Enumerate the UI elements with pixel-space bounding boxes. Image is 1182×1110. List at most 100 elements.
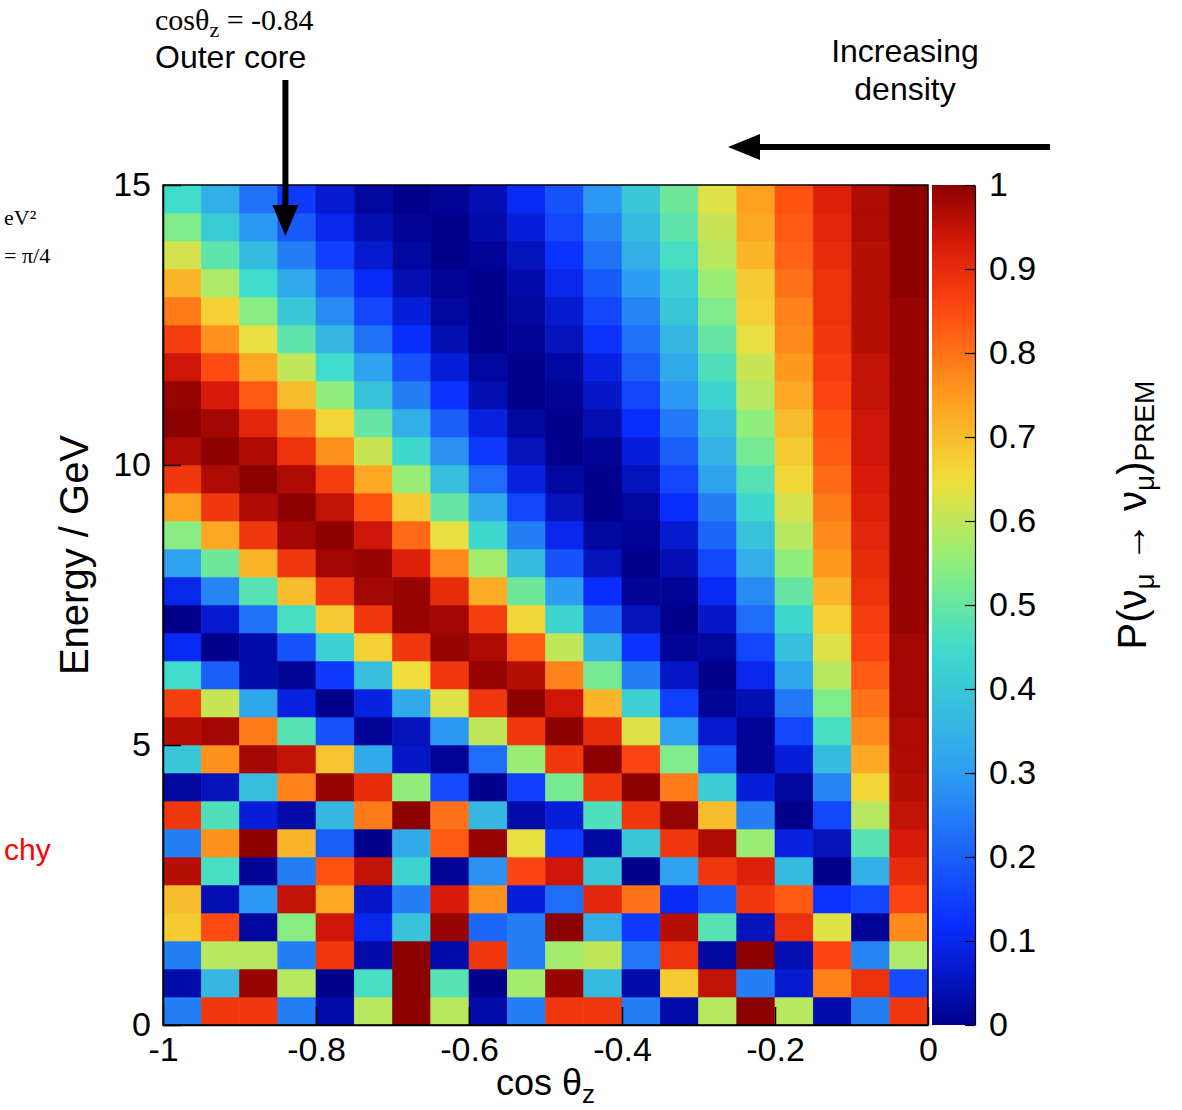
- text-part: ): [1110, 462, 1154, 475]
- heat-cell: [660, 745, 698, 773]
- heat-cell: [507, 213, 545, 241]
- heat-cell: [393, 997, 431, 1025]
- heat-cell: [660, 801, 698, 829]
- heat-cell: [775, 773, 813, 801]
- heat-cell: [699, 829, 737, 857]
- heat-cell: [890, 661, 928, 689]
- heat-cell: [469, 773, 507, 801]
- heat-cell: [507, 493, 545, 521]
- heat-cell: [852, 241, 890, 269]
- heat-cell: [737, 269, 775, 297]
- heat-cell: [278, 381, 316, 409]
- heat-cell: [201, 941, 239, 969]
- heat-cell: [622, 633, 660, 661]
- heat-cell: [393, 829, 431, 857]
- heat-cell: [431, 717, 469, 745]
- heat-cell: [775, 213, 813, 241]
- heat-cell: [507, 325, 545, 353]
- heat-cell: [737, 437, 775, 465]
- heat-cell: [660, 213, 698, 241]
- heat-cell: [278, 745, 316, 773]
- heat-cell: [584, 241, 622, 269]
- x-tick-mark: [469, 1007, 471, 1025]
- heat-cell: [240, 521, 278, 549]
- heat-cell: [278, 997, 316, 1025]
- heat-cell: [393, 745, 431, 773]
- colorbar-axis-line: [975, 186, 976, 1026]
- heat-cell: [699, 689, 737, 717]
- heat-cell: [584, 689, 622, 717]
- heat-cell: [201, 913, 239, 941]
- heat-cell: [890, 381, 928, 409]
- heat-cell: [278, 269, 316, 297]
- heat-cell: [316, 997, 354, 1025]
- heat-cell: [316, 185, 354, 213]
- heat-cell: [507, 801, 545, 829]
- heat-cell: [890, 241, 928, 269]
- heat-cell: [852, 409, 890, 437]
- heat-cell: [163, 913, 201, 941]
- heat-cell: [469, 857, 507, 885]
- heat-cell: [852, 381, 890, 409]
- heat-cell: [393, 689, 431, 717]
- heat-cell: [775, 269, 813, 297]
- colorbar-tick-label: 0.3: [989, 753, 1036, 791]
- heat-cell: [852, 577, 890, 605]
- heat-cell: [431, 633, 469, 661]
- heat-cell: [431, 661, 469, 689]
- colorbar-tick-mark: [965, 353, 975, 354]
- heat-cell: [622, 185, 660, 213]
- heat-cell: [660, 465, 698, 493]
- heat-cell: [852, 801, 890, 829]
- heat-cell: [354, 717, 392, 745]
- y-tick-label: 15: [113, 165, 151, 203]
- outer-core-value: cosθz = -0.84: [155, 3, 314, 42]
- heat-cell: [813, 745, 851, 773]
- heat-cell: [163, 969, 201, 997]
- heat-cell: [699, 801, 737, 829]
- heat-cell: [469, 969, 507, 997]
- heat-cell: [278, 325, 316, 353]
- heat-cell: [890, 549, 928, 577]
- heat-cell: [201, 997, 239, 1025]
- heat-cell: [737, 353, 775, 381]
- arrow-head: [272, 205, 298, 236]
- heat-cell: [316, 661, 354, 689]
- heat-cell: [507, 185, 545, 213]
- y-tick: 10: [113, 445, 181, 483]
- heat-cell: [354, 353, 392, 381]
- heat-cell: [660, 913, 698, 941]
- heat-cell: [890, 801, 928, 829]
- heat-cell: [393, 213, 431, 241]
- heat-cell: [584, 577, 622, 605]
- y-tick-mark: [163, 465, 181, 467]
- heat-cell: [278, 577, 316, 605]
- heat-cell: [890, 829, 928, 857]
- heat-cell: [737, 213, 775, 241]
- heat-cell: [546, 465, 584, 493]
- heat-cell: [584, 549, 622, 577]
- heat-cell: [660, 773, 698, 801]
- heat-cell: [737, 717, 775, 745]
- x-tick-label: 0: [919, 1030, 938, 1068]
- heat-cell: [507, 745, 545, 773]
- heat-cell: [622, 941, 660, 969]
- heat-cell: [431, 325, 469, 353]
- heat-cell: [622, 297, 660, 325]
- heat-cell: [546, 493, 584, 521]
- heat-cell: [813, 857, 851, 885]
- heat-cell: [813, 185, 851, 213]
- heat-cell: [201, 353, 239, 381]
- heat-cell: [278, 605, 316, 633]
- heat-cell: [316, 493, 354, 521]
- heat-cell: [813, 661, 851, 689]
- heat-cell: [393, 521, 431, 549]
- heat-cell: [737, 241, 775, 269]
- heat-cell: [622, 577, 660, 605]
- heat-cell: [660, 353, 698, 381]
- heat-cell: [163, 437, 201, 465]
- heat-cell: [393, 437, 431, 465]
- heat-cell: [775, 661, 813, 689]
- y-tick-mark: [163, 1025, 181, 1027]
- heat-cell: [469, 941, 507, 969]
